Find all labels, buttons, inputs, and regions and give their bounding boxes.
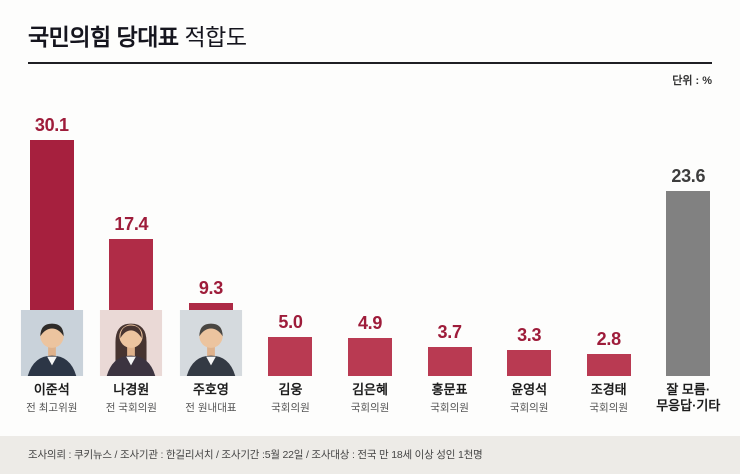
bar-value-label: 23.6	[671, 166, 706, 186]
bar-category-subtitle: 전 최고위원	[26, 402, 78, 415]
bar-plot-area: 23.6	[649, 108, 729, 376]
bar-value-label: 9.3	[198, 278, 223, 298]
bar	[586, 354, 631, 376]
page-title: 국민의힘 당대표 적합도	[28, 18, 712, 52]
bar-value-label: 30.1	[34, 115, 69, 135]
bar-plot-area: 30.1	[12, 108, 92, 376]
bar-category-subtitle: 전 원내대표	[185, 402, 237, 415]
bar-value-label: 3.7	[437, 322, 462, 342]
bar-category-label: 나경원	[113, 382, 150, 397]
bar-value-label: 4.9	[357, 313, 383, 333]
survey-methodology-note: 조사의뢰 : 쿠키뉴스 / 조사기관 : 한길리서치 / 조사기간 :5월 22…	[0, 436, 740, 474]
bar-value-label: 17.4	[114, 214, 149, 234]
bar-plot-area: 2.8	[569, 108, 649, 376]
candidate-photo	[20, 310, 84, 376]
bar-value-label: 2.8	[596, 329, 621, 349]
candidate-photo	[179, 310, 243, 376]
title-underline	[28, 62, 712, 64]
bar-category-subtitle: 전 국회의원	[105, 402, 157, 415]
bar	[268, 337, 313, 376]
bar-column: 23.6 잘 모름· 무응답·기타	[649, 108, 729, 417]
bar-category-label: 주호영	[192, 382, 229, 397]
bar	[348, 338, 393, 376]
candidate-photo	[99, 310, 163, 376]
page-title-bold: 국민의힘 당대표	[28, 24, 179, 50]
bar-category-label: 홍문표	[431, 382, 468, 397]
bar-value-label: 5.0	[278, 312, 303, 332]
bar-category-label: 김은혜	[352, 382, 388, 397]
bar-plot-area: 17.4	[92, 108, 172, 376]
bar-category-subtitle: 국회의원	[350, 402, 390, 415]
bar-plot-area: 4.9	[330, 108, 410, 376]
bar-plot-area: 3.3	[489, 108, 569, 376]
bar-category-label: 윤영석	[511, 382, 548, 397]
bar-category-subtitle: 국회의원	[509, 402, 549, 415]
bar-category-label: 조경태	[590, 382, 627, 397]
bar-category-subtitle: 국회의원	[589, 402, 629, 415]
bar-plot-area: 3.7	[410, 108, 490, 376]
bar-plot-area: 5.0	[251, 108, 331, 376]
bar-category-label: 김웅	[278, 382, 303, 397]
unit-label: 단위 : %	[672, 75, 712, 87]
bar-category-subtitle: 국회의원	[271, 402, 310, 415]
bar-plot-area: 9.3	[171, 108, 251, 376]
bar	[666, 191, 711, 376]
bar	[507, 350, 552, 376]
bar	[427, 347, 472, 376]
bar-category-label: 잘 모름· 무응답·기타	[656, 382, 721, 414]
bar-category-label: 이준석	[33, 382, 70, 397]
bar-category-subtitle: 국회의원	[430, 402, 469, 415]
header: 국민의힘 당대표 적합도 단위 : %	[0, 0, 740, 88]
page-title-light: 적합도	[184, 24, 247, 50]
bar-value-label: 3.3	[517, 325, 542, 345]
